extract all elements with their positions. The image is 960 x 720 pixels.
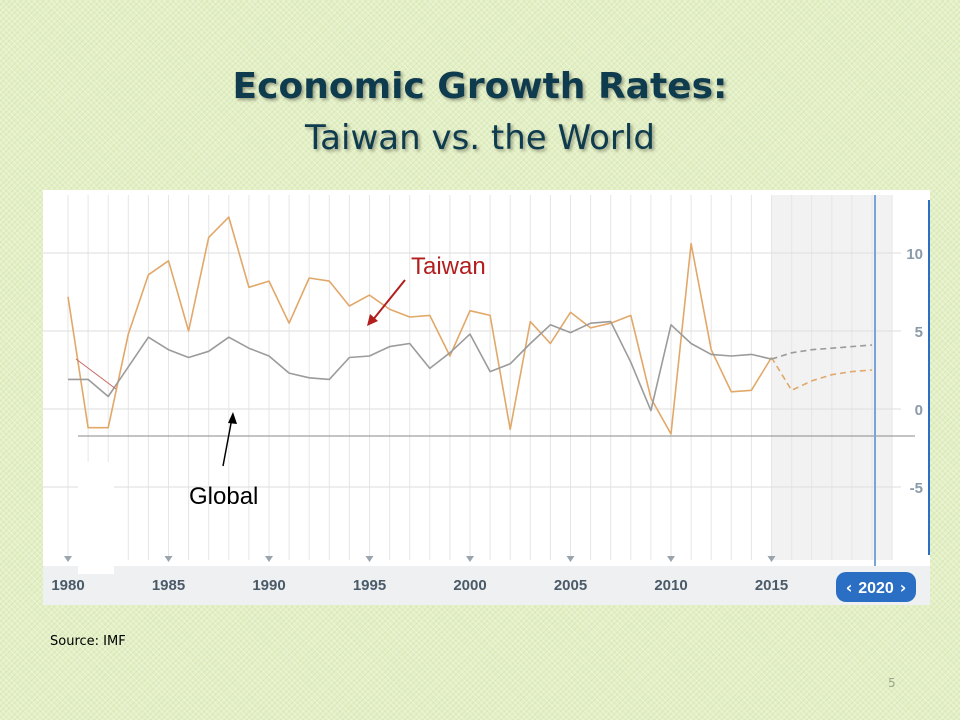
taiwan-annotation: Taiwan bbox=[411, 253, 486, 280]
taiwan-forecast-line bbox=[770, 357, 873, 392]
timeline-marker bbox=[265, 556, 273, 562]
timeline-marker bbox=[365, 556, 374, 562]
selected-year-label: 2020 bbox=[858, 580, 894, 597]
timeline-strip bbox=[43, 566, 930, 605]
global-annotation: Global bbox=[189, 483, 258, 510]
x-tick-label: 2000 bbox=[453, 577, 486, 594]
global-forecast-line bbox=[771, 344, 873, 360]
x-tick-label: 2010 bbox=[654, 577, 687, 594]
y-tick-label: 10 bbox=[906, 246, 923, 263]
start-marker-line bbox=[75, 358, 117, 390]
taiwan-arrow-head bbox=[367, 314, 378, 326]
y-tick-label: -5 bbox=[910, 480, 923, 497]
y-tick-label: 5 bbox=[915, 324, 923, 341]
chevron-left-icon: ‹ bbox=[846, 578, 853, 597]
global-arrow bbox=[222, 417, 233, 467]
page-number: 5 bbox=[888, 676, 896, 690]
x-tick-label: 1980 bbox=[51, 577, 84, 594]
global-series-line bbox=[68, 320, 772, 412]
taiwan-series-line bbox=[67, 216, 773, 435]
chevron-right-icon: › bbox=[900, 578, 907, 597]
timeline-marker bbox=[64, 556, 72, 562]
growth-chart: 10 5 0 -5 1980 1985 1990 1995 2000 2005 2010 2015 ‹ ›… bbox=[43, 190, 930, 605]
timeline-marker bbox=[164, 556, 173, 562]
x-tick-label: 2005 bbox=[554, 577, 587, 594]
selected-year-badge bbox=[836, 572, 916, 602]
x-tick-label: 1990 bbox=[252, 577, 285, 594]
x-tick-label: 1995 bbox=[353, 577, 386, 594]
right-axis-area bbox=[901, 195, 930, 560]
x-tick-label: 2015 bbox=[755, 577, 788, 594]
timeline-marker bbox=[767, 556, 776, 562]
timeline-marker bbox=[566, 556, 575, 562]
global-arrow-head bbox=[228, 412, 237, 424]
label-backdrop bbox=[78, 462, 114, 574]
timeline-marker bbox=[667, 556, 675, 562]
timeline-marker bbox=[466, 556, 474, 562]
source-note: Source: IMF bbox=[50, 634, 126, 649]
slide-subtitle: Taiwan vs. the World bbox=[305, 118, 655, 158]
y-tick-label: 0 bbox=[915, 402, 923, 419]
chart-canvas: 10 5 0 -5 1980 1985 1990 1995 2000 2005 2010 2015 ‹ ›… bbox=[43, 190, 930, 605]
taiwan-arrow bbox=[371, 279, 406, 322]
slide-title: Economic Growth Rates: bbox=[232, 66, 728, 107]
x-tick-label: 1985 bbox=[152, 577, 185, 594]
